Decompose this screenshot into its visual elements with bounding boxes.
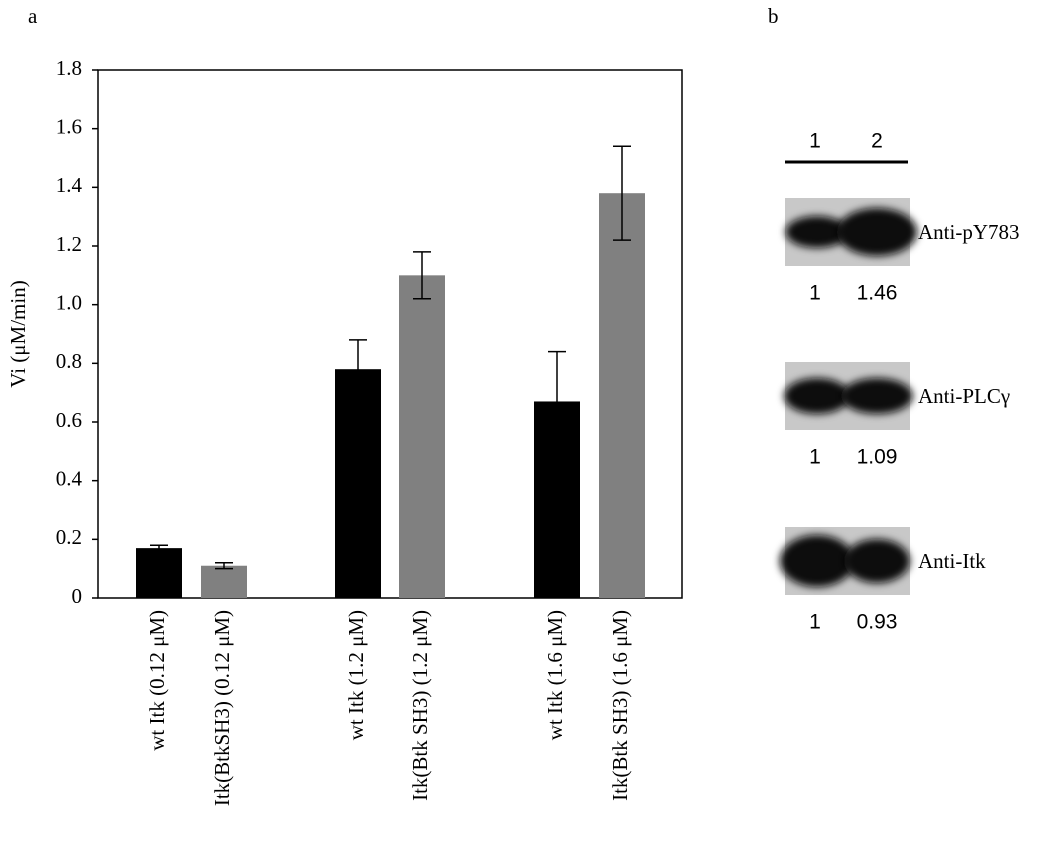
x-tick-label: wt Itk (0.12 μM)	[145, 610, 169, 751]
bar	[399, 275, 445, 598]
bar	[201, 565, 247, 598]
y-tick-label: 1.6	[56, 114, 82, 138]
x-tick-label: wt Itk (1.2 μM)	[344, 610, 368, 740]
panel-label: a	[28, 4, 38, 28]
lane-label: 2	[871, 130, 883, 153]
y-tick-label: 0.4	[56, 466, 83, 490]
quantification: 1.46	[857, 282, 898, 305]
x-tick-label: Itk(Btk SH3) (1.6 μM)	[608, 610, 632, 801]
x-tick-label: Itk(BtkSH3) (0.12 μM)	[210, 610, 234, 806]
blot-band	[785, 216, 849, 248]
y-tick-label: 1.8	[56, 56, 82, 80]
lane-label: 1	[809, 130, 821, 153]
y-tick-label: 1.2	[56, 232, 82, 256]
quantification: 1	[809, 282, 821, 305]
blot-band	[784, 378, 850, 414]
quantification: 1	[809, 446, 821, 469]
plot-frame	[97, 69, 683, 599]
blot-band	[844, 539, 910, 583]
bar	[599, 193, 645, 598]
y-tick-label: 0	[72, 584, 83, 608]
y-axis-label: Vi (μM/min)	[6, 280, 30, 387]
y-tick-label: 0.2	[56, 525, 82, 549]
quantification: 1.09	[857, 446, 898, 469]
blot-band	[837, 208, 917, 256]
y-tick-label: 0.6	[56, 408, 82, 432]
blot-band	[841, 378, 913, 414]
bar	[136, 548, 182, 598]
blot-band	[779, 535, 855, 587]
y-tick-label: 1.0	[56, 290, 82, 314]
blot-label: Anti-PLCγ	[918, 384, 1010, 408]
quantification: 0.93	[857, 611, 898, 634]
bar	[335, 369, 381, 598]
blot-label: Anti-Itk	[918, 549, 986, 573]
x-tick-label: wt Itk (1.6 μM)	[543, 610, 567, 740]
y-tick-label: 0.8	[56, 349, 82, 373]
y-tick-label: 1.4	[56, 173, 83, 197]
quantification: 1	[809, 611, 821, 634]
x-tick-label: Itk(Btk SH3) (1.2 μM)	[408, 610, 432, 801]
blot-label: Anti-pY783	[918, 220, 1020, 244]
panel-label: b	[768, 4, 779, 28]
